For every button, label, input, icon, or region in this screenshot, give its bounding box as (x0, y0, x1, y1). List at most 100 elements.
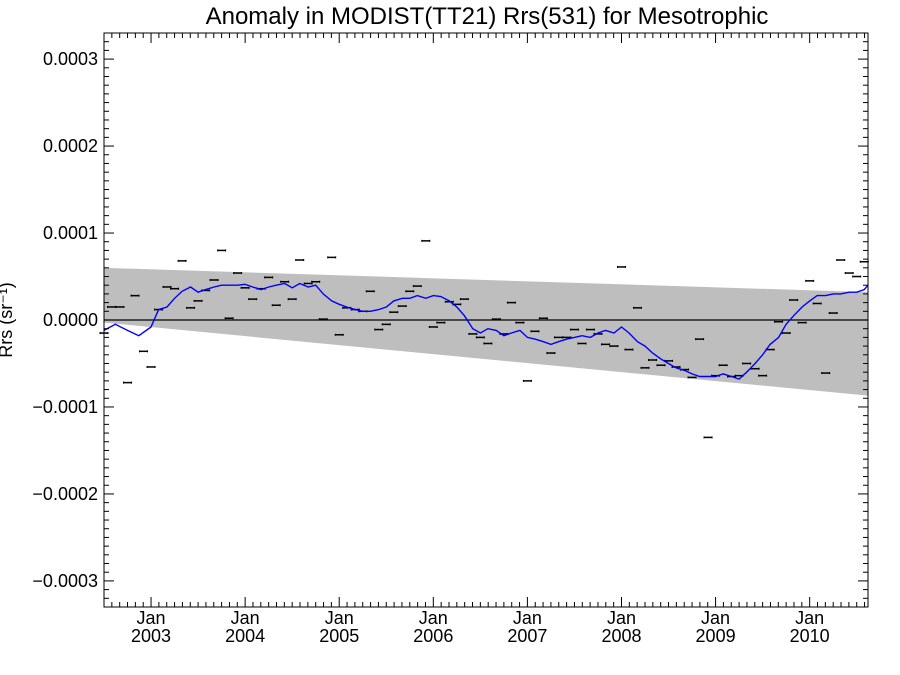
x-tick-year-label: 2008 (601, 626, 641, 646)
x-tick-year-label: 2009 (696, 626, 736, 646)
data-point (718, 364, 728, 367)
x-tick-month-label: Jan (513, 608, 542, 628)
x-tick-month-label: Jan (325, 608, 354, 628)
y-tick-label: 0.0000 (43, 310, 98, 330)
data-point (852, 275, 862, 278)
data-point (742, 362, 752, 365)
data-point (311, 280, 321, 283)
data-point (569, 328, 579, 331)
data-point (295, 258, 305, 262)
y-axis-label: Rrs (sr⁻¹) (0, 282, 16, 357)
data-point (365, 290, 375, 293)
data-point (758, 374, 768, 377)
data-point (648, 358, 658, 362)
data-point (515, 321, 525, 324)
data-point (327, 256, 337, 259)
y-tick-label: −0.0003 (32, 571, 98, 591)
data-point (389, 311, 399, 314)
data-point (750, 367, 760, 370)
data-point (318, 318, 328, 321)
x-tick-month-label: Jan (795, 608, 824, 628)
data-point (522, 379, 532, 382)
uncertainty-band-layer (104, 267, 868, 396)
y-tick-label: 0.0001 (43, 223, 98, 243)
y-tick-label: −0.0001 (32, 397, 98, 417)
data-point (844, 271, 854, 275)
data-point (287, 298, 297, 301)
data-point (271, 304, 281, 307)
uncertainty-band (104, 267, 868, 396)
x-tick-year-label: 2005 (319, 626, 359, 646)
x-axis: Jan2003Jan2004Jan2005Jan2006Jan2007Jan20… (103, 33, 866, 646)
data-point (859, 260, 869, 263)
x-tick-year-label: 2007 (507, 626, 547, 646)
data-point (797, 321, 807, 324)
x-tick-month-label: Jan (231, 608, 260, 628)
data-point (123, 381, 133, 384)
data-point (381, 323, 391, 326)
data-point (600, 343, 610, 346)
data-point (805, 279, 815, 282)
x-tick-year-label: 2010 (790, 626, 830, 646)
running-mean-line (103, 282, 869, 380)
data-point (491, 318, 501, 321)
data-point (585, 328, 595, 331)
data-point (836, 258, 846, 262)
data-point (483, 342, 493, 345)
data-point (248, 298, 258, 301)
data-point (530, 330, 540, 333)
data-point (616, 265, 626, 268)
data-point (812, 302, 822, 305)
data-point (193, 299, 203, 302)
x-tick-year-label: 2004 (225, 626, 265, 646)
data-point (468, 332, 478, 335)
x-tick-year-label: 2006 (413, 626, 453, 646)
data-point (695, 338, 705, 341)
chart-title: Anomaly in MODIST(TT21) Rrs(531) for Mes… (206, 3, 769, 30)
y-axis: 0.0003 0.0002 0.0001 0.0000 −0.0001 −0.0002 −0… (32, 32, 868, 608)
data-point (821, 372, 831, 375)
data-point (209, 278, 219, 282)
data-point (781, 332, 791, 335)
data-point (632, 306, 642, 309)
data-point (224, 317, 234, 320)
data-point (139, 350, 149, 353)
x-tick-month-label: Jan (137, 608, 166, 628)
x-tick-month-label: Jan (701, 608, 730, 628)
y-tick-label: −0.0002 (32, 484, 98, 504)
data-point (217, 249, 227, 252)
data-point (436, 321, 446, 324)
data-point (115, 305, 125, 308)
data-point (789, 298, 799, 302)
data-point (146, 365, 156, 369)
x-tick-month-label: Jan (607, 608, 636, 628)
data-point (428, 325, 438, 329)
data-point (421, 239, 431, 242)
data-point (186, 306, 196, 309)
data-point (280, 280, 290, 283)
data-point (264, 276, 274, 279)
data-point (553, 336, 563, 339)
data-point (577, 342, 587, 345)
data-point (546, 352, 556, 355)
data-point (177, 259, 187, 262)
data-point (656, 364, 666, 367)
data-point (170, 287, 180, 290)
data-point (506, 301, 516, 304)
data-point (640, 366, 650, 369)
data-point (405, 290, 415, 293)
data-point (412, 285, 422, 288)
data-point (538, 317, 548, 320)
data-point (703, 436, 713, 439)
data-point (687, 376, 697, 379)
data-point (240, 286, 250, 289)
data-point (475, 336, 485, 339)
data-point (624, 348, 634, 351)
x-tick-year-label: 2003 (131, 626, 171, 646)
data-point (334, 333, 344, 336)
y-tick-label: 0.0003 (43, 49, 98, 69)
data-point (459, 298, 469, 301)
data-point (828, 311, 838, 315)
data-point (107, 305, 117, 308)
